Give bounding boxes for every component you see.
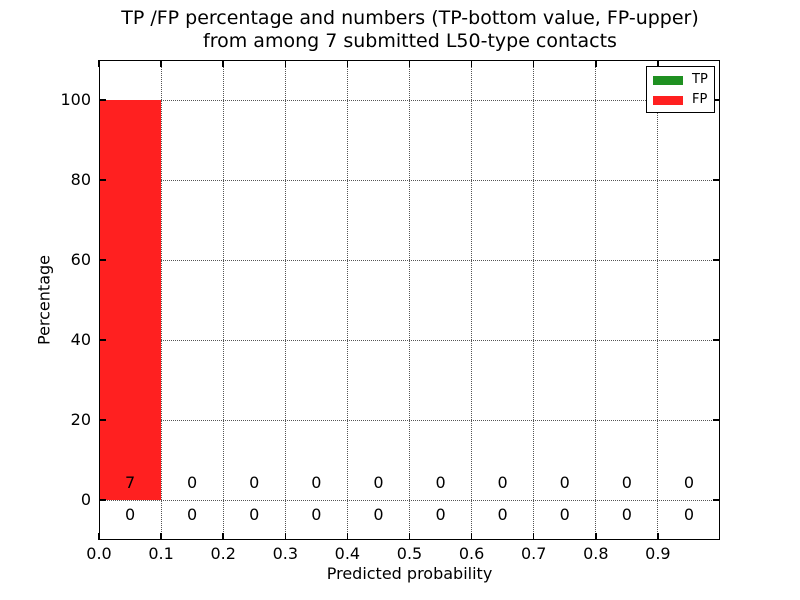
x-tick-label: 0.0 — [86, 544, 112, 563]
count-label-tp: 0 — [559, 505, 570, 524]
legend-entry-tp: TP — [647, 70, 714, 90]
count-label-fp: 0 — [621, 473, 632, 492]
x-tick-label: 0.4 — [334, 544, 361, 563]
y-tick-label: 20 — [70, 410, 91, 429]
count-label-tp: 0 — [249, 505, 260, 524]
count-label-tp: 0 — [373, 505, 384, 524]
x-tick-mark — [98, 533, 100, 540]
count-label-fp: 0 — [249, 473, 260, 492]
x-tick-mark — [284, 533, 287, 540]
x-tick-mark — [222, 60, 224, 67]
count-label-tp: 0 — [497, 505, 508, 524]
x-tick-mark — [346, 60, 349, 67]
y-tick-mark — [713, 179, 720, 181]
x-tick-mark — [408, 60, 411, 67]
count-label-fp: 0 — [497, 473, 508, 492]
x-tick-mark — [160, 533, 162, 540]
x-axis-label: Predicted probability — [326, 564, 493, 583]
grid-line-vertical — [657, 60, 659, 540]
y-tick-label: 60 — [70, 250, 91, 269]
x-tick-mark — [657, 60, 659, 67]
count-label-tp: 0 — [124, 505, 136, 524]
grid-line-vertical — [346, 60, 348, 540]
grid-line-vertical — [409, 60, 410, 540]
x-tick-mark — [98, 60, 100, 67]
x-tick-mark — [284, 60, 287, 67]
y-tick-label: 40 — [70, 330, 91, 349]
legend-entry-fp: FP — [647, 90, 714, 110]
count-label-tp: 0 — [187, 505, 198, 524]
count-label-fp: 0 — [187, 473, 198, 492]
x-tick-mark — [346, 533, 349, 540]
bar-fp — [99, 100, 162, 500]
x-tick-mark — [470, 533, 473, 540]
count-label-fp: 0 — [683, 473, 695, 492]
x-tick-mark — [408, 533, 411, 540]
count-label-tp: 0 — [621, 505, 632, 524]
y-tick-mark — [713, 419, 720, 421]
x-tick-mark — [160, 60, 162, 67]
x-tick-label: 0.5 — [396, 544, 423, 563]
y-tick-label: 100 — [60, 90, 91, 109]
y-tick-mark — [99, 419, 106, 421]
y-tick-label: 0 — [80, 490, 91, 509]
y-tick-mark — [713, 499, 720, 501]
y-tick-mark — [99, 499, 106, 501]
fp-legend-label: FP — [692, 92, 708, 107]
x-tick-mark — [222, 533, 224, 540]
count-label-tp: 0 — [435, 505, 446, 524]
count-label-fp: 0 — [373, 473, 384, 492]
x-tick-label: 0.9 — [645, 544, 671, 563]
x-tick-mark — [595, 60, 597, 67]
legend: TP FP — [646, 66, 715, 113]
tp-legend-label: TP — [692, 72, 708, 87]
x-tick-label: 0.7 — [520, 544, 547, 563]
x-tick-label: 0.3 — [272, 544, 299, 563]
plot-area — [99, 60, 720, 540]
count-label-tp: 0 — [683, 505, 695, 524]
chart-title-line2: from among 7 submitted L50-type contacts — [203, 30, 617, 52]
grid-line-vertical — [160, 60, 162, 540]
count-label-fp: 0 — [559, 473, 570, 492]
x-tick-label: 0.8 — [583, 544, 609, 563]
x-tick-label: 0.1 — [148, 544, 174, 563]
grid-line-vertical — [222, 60, 224, 540]
x-tick-mark — [657, 533, 659, 540]
y-tick-mark — [713, 99, 720, 101]
chart-title-line1: TP /FP percentage and numbers (TP-bottom… — [121, 7, 699, 29]
count-label-fp: 0 — [435, 473, 446, 492]
fp-legend-swatch — [653, 95, 683, 105]
y-tick-mark — [99, 99, 106, 101]
count-label-tp: 0 — [311, 505, 322, 524]
y-tick-mark — [99, 179, 106, 181]
tp-legend-swatch — [653, 75, 683, 85]
x-tick-mark — [532, 533, 535, 540]
grid-line-vertical — [284, 60, 286, 540]
y-tick-mark — [713, 259, 720, 261]
grid-line-vertical — [471, 60, 473, 540]
y-tick-mark — [99, 259, 106, 261]
grid-line-vertical — [595, 60, 597, 540]
count-label-fp: 7 — [124, 473, 136, 492]
x-tick-label: 0.6 — [458, 544, 485, 563]
x-tick-label: 0.2 — [210, 544, 236, 563]
x-tick-mark — [470, 60, 473, 67]
count-label-fp: 0 — [311, 473, 322, 492]
chart-title: TP /FP percentage and numbers (TP-bottom… — [60, 7, 760, 53]
x-tick-mark — [532, 60, 535, 67]
grid-line-vertical — [533, 60, 535, 540]
y-tick-mark — [99, 339, 106, 341]
x-tick-mark — [595, 533, 597, 540]
y-tick-label: 80 — [70, 170, 91, 189]
y-tick-mark — [713, 339, 720, 341]
